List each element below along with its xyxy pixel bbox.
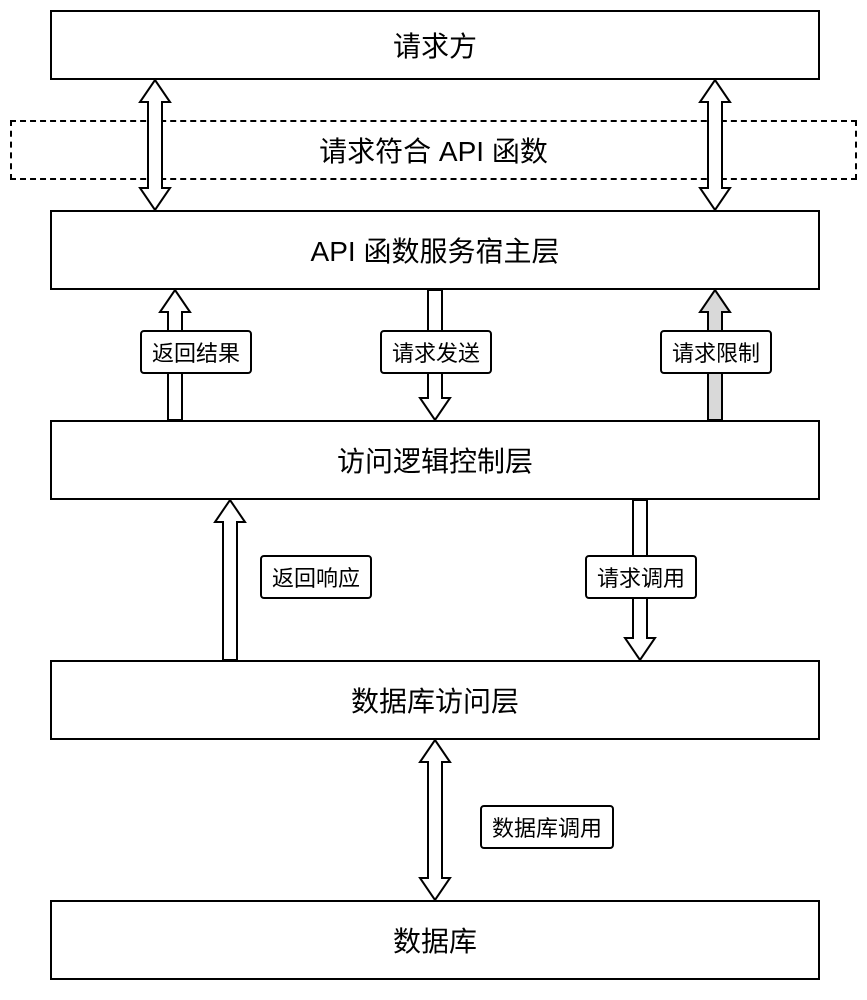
small-label: 请求限制 xyxy=(672,336,760,368)
small-label: 数据库调用 xyxy=(492,811,602,843)
arrow-req_api_right xyxy=(700,80,730,210)
small-label: 返回响应 xyxy=(272,561,360,593)
arrows-svg xyxy=(0,0,867,1000)
box-request-send: 请求发送 xyxy=(380,330,492,374)
box-request-limit: 请求限制 xyxy=(660,330,772,374)
diagram-canvas: 请求方 请求符合 API 函数 API 函数服务宿主层 访问逻辑控制层 数据库访… xyxy=(0,0,867,1000)
small-label: 请求发送 xyxy=(392,336,480,368)
small-label: 请求调用 xyxy=(597,561,685,593)
box-request-invoke: 请求调用 xyxy=(585,555,697,599)
arrow-req_api_left xyxy=(140,80,170,210)
small-label: 返回结果 xyxy=(152,336,240,368)
box-return-response: 返回响应 xyxy=(260,555,372,599)
box-return-result: 返回结果 xyxy=(140,330,252,374)
arrow-dal_db xyxy=(420,740,450,900)
arrow-logic_dal_up xyxy=(215,500,245,660)
box-db-invoke: 数据库调用 xyxy=(480,805,614,849)
